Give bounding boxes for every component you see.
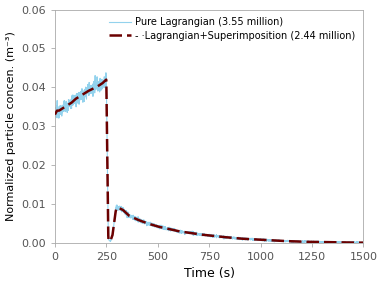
- ·Lagrangian+Superimposition (2.44 million) [361, 241, 366, 244]
- ·Lagrangian+Superimposition (2.44 million) [88, 88, 92, 92]
- ·Lagrangian+Superimposition (2.44 million) [52, 113, 57, 116]
Y-axis label: Normalized particle concen. (m⁻³): Normalized particle concen. (m⁻³) [6, 31, 16, 221]
Pure Lagrangian (3.55 million) [171, 229, 176, 233]
Pure Lagrangian (3.55 million) [88, 91, 92, 95]
Pure Lagrangian (3.55 million) [52, 114, 57, 117]
Pure Lagrangian (3.55 million) [322, 240, 327, 243]
Pure Lagrangian (3.55 million) [184, 231, 189, 234]
Pure Lagrangian (3.55 million) [361, 241, 366, 244]
Pure Lagrangian (3.55 million) [106, 237, 111, 241]
Line: - ·Lagrangian+Superimposition (2.44 million): - ·Lagrangian+Superimposition (2.44 mill… [55, 80, 363, 243]
- ·Lagrangian+Superimposition (2.44 million) [184, 231, 189, 234]
- ·Lagrangian+Superimposition (2.44 million) [355, 241, 360, 244]
Pure Lagrangian (3.55 million) [355, 241, 360, 244]
- ·Lagrangian+Superimposition (2.44 million) [322, 241, 327, 244]
Line: Pure Lagrangian (3.55 million): Pure Lagrangian (3.55 million) [55, 73, 363, 243]
- ·Lagrangian+Superimposition (2.44 million) [104, 78, 108, 81]
X-axis label: Time (s): Time (s) [184, 267, 235, 281]
Pure Lagrangian (3.55 million) [298, 241, 303, 245]
- ·Lagrangian+Superimposition (2.44 million) [106, 237, 111, 241]
Legend: Pure Lagrangian (3.55 million), - ·Lagrangian+Superimposition (2.44 million): Pure Lagrangian (3.55 million), - ·Lagra… [106, 14, 358, 44]
Pure Lagrangian (3.55 million) [104, 71, 108, 74]
- ·Lagrangian+Superimposition (2.44 million) [171, 228, 176, 232]
